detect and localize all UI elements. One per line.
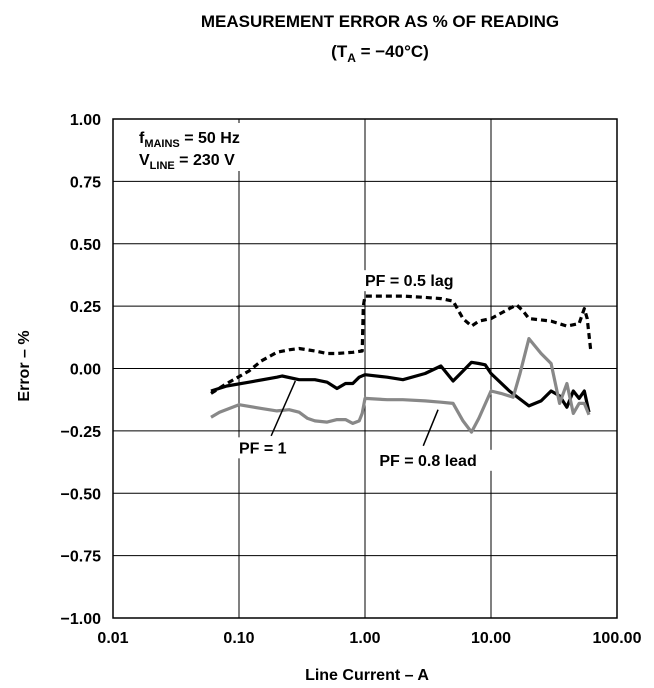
conditions-background — [117, 123, 245, 171]
y-tick-label: −0.50 — [61, 486, 102, 503]
x-tick-labels: 0.01 0.10 1.00 10.00 100.00 — [97, 630, 641, 647]
x-axis-label: Line Current – A — [305, 667, 429, 684]
plot-border — [112, 118, 618, 619]
leader-line — [270, 380, 297, 437]
series-layer — [210, 294, 593, 434]
x-tick-label: 100.00 — [593, 630, 642, 647]
chart-title-subscript: A — [347, 51, 356, 65]
chart-title-prefix: (T — [331, 42, 348, 61]
x-tick-label: 0.10 — [223, 630, 254, 647]
leader-line — [422, 409, 439, 447]
annotation-pf-0-5-lag: PF = 0.5 lag — [365, 273, 453, 290]
annotation-pf-0-8-lead: PF = 0.8 lead — [379, 453, 476, 470]
y-tick-label: 1.00 — [70, 112, 101, 129]
annotation-background — [234, 437, 301, 459]
y-tick-label: −0.75 — [61, 549, 102, 566]
y-tick-label: 0.75 — [70, 174, 101, 191]
annotation-background — [360, 270, 483, 292]
series-line-pf-0-5-lag — [210, 294, 593, 395]
grid-lines — [113, 119, 617, 618]
y-axis-label: Error – % — [16, 330, 33, 401]
y-tick-label: 0.50 — [70, 237, 101, 254]
plot-frame — [112, 118, 618, 619]
annotations: PF = 0.5 lag PF = 1 PF = 0.8 lead — [234, 270, 507, 471]
y-tick-label: −1.00 — [61, 611, 102, 628]
y-tick-label: 0.00 — [70, 362, 101, 379]
annotation-background — [374, 449, 507, 471]
series-line-pf-0-8-lead — [210, 337, 591, 434]
x-tick-label: 0.01 — [97, 630, 128, 647]
condition-line: VLINE = 230 V — [139, 152, 235, 172]
y-tick-label: −0.25 — [61, 424, 102, 441]
annotation-pf-1: PF = 1 — [239, 440, 287, 457]
chart-title: MEASUREMENT ERROR AS % OF READING (TA = … — [201, 12, 559, 65]
y-tick-labels: 1.00 0.75 0.50 0.25 0.00 −0.25 −0.50 −0.75 −1.00 — [61, 112, 102, 628]
series-line-pf-1 — [210, 360, 591, 413]
chart-title-line-2: (TA = −40°C) — [331, 42, 429, 65]
chart-title-line-1: MEASUREMENT ERROR AS % OF READING — [201, 12, 559, 31]
x-tick-label: 1.00 — [349, 630, 380, 647]
leader-lines — [270, 380, 439, 447]
y-tick-label: 0.25 — [70, 299, 101, 316]
chart-title-suffix: = −40°C) — [356, 42, 429, 61]
x-tick-label: 10.00 — [471, 630, 511, 647]
condition-mains: fMAINS = 50 Hz — [139, 130, 240, 150]
